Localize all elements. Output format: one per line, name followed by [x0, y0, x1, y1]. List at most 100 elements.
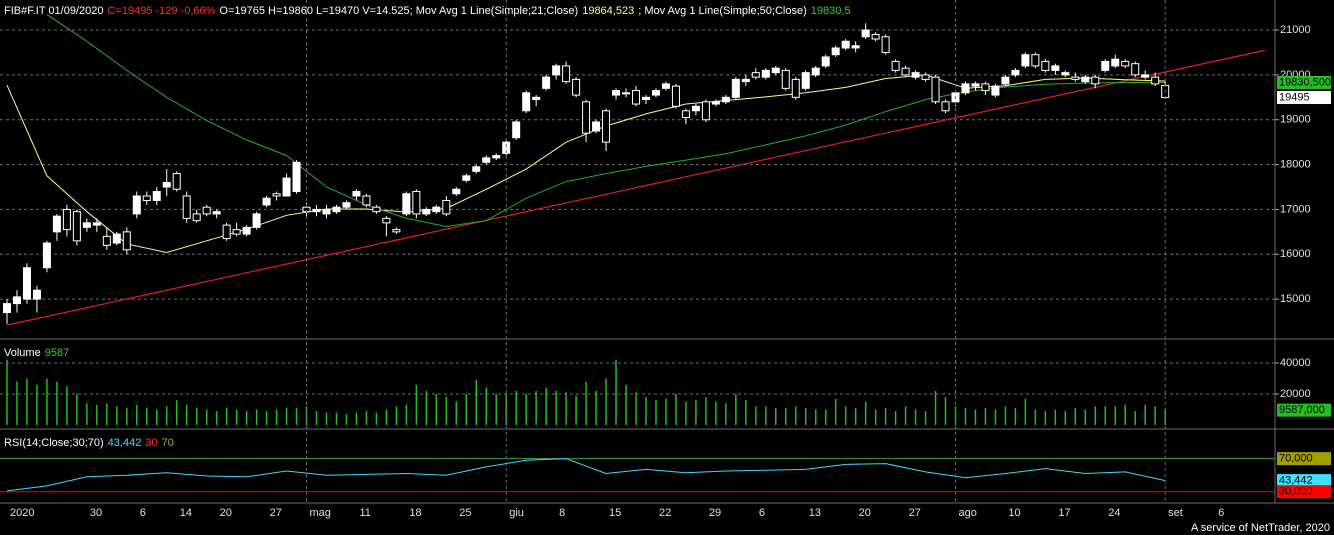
- candle-body: [971, 83, 980, 87]
- volume-bar: [785, 407, 787, 425]
- last-value-box: [1277, 452, 1331, 466]
- candle-body: [1091, 76, 1100, 85]
- volume-bar: [1024, 398, 1027, 425]
- x-tick-label: 27: [909, 507, 921, 519]
- panel-header: FIB#F.IT 01/09/2020 C=19495 -129 -0,66% O=…: [4, 5, 851, 17]
- candle-body: [751, 72, 760, 78]
- candle-body: [1031, 54, 1040, 67]
- volume-bar: [405, 404, 408, 425]
- volume-bar: [425, 390, 428, 425]
- footer: A service of NetTrader, 2020: [1191, 522, 1330, 534]
- candle-body: [222, 224, 231, 240]
- volume-bar: [685, 401, 687, 425]
- volume-bar: [765, 406, 767, 425]
- candle-body: [1011, 69, 1020, 76]
- volume-bar: [924, 411, 927, 425]
- y-tick-label: 21000: [1280, 24, 1311, 36]
- candle-body: [991, 85, 1000, 96]
- volume-bar: [26, 378, 28, 425]
- candle-body: [691, 105, 700, 112]
- candle-body: [492, 155, 501, 159]
- x-tick-label: ago: [959, 507, 977, 519]
- candle-body: [981, 83, 990, 92]
- candle-body: [1081, 76, 1090, 83]
- x-tick-label: giu: [509, 507, 524, 519]
- candle-body: [871, 34, 880, 40]
- x-tick-label: 14: [180, 507, 192, 519]
- candle-body: [122, 231, 131, 251]
- y-tick-label: 16000: [1280, 248, 1311, 260]
- candle-body: [612, 90, 621, 96]
- volume-bar: [1064, 411, 1067, 425]
- x-tick-label: 17: [1058, 507, 1070, 519]
- x-tick-label: 22: [659, 507, 671, 519]
- volume-bar: [555, 390, 557, 425]
- y-tick-label: 19000: [1280, 114, 1311, 126]
- volume-bar: [335, 412, 338, 425]
- volume-bar: [1134, 411, 1136, 425]
- candle-body: [582, 101, 591, 134]
- candle-body: [282, 177, 291, 197]
- volume-bar: [255, 409, 258, 425]
- volume-bar: [904, 406, 907, 425]
- volume-bar: [695, 400, 697, 425]
- x-tick-label: 20: [859, 507, 871, 519]
- candle-body: [22, 267, 31, 300]
- header-text: ; Mov Avg 1 Line(Simple;50;Close): [638, 5, 807, 17]
- volume-bar: [994, 409, 997, 425]
- volume-bar: [974, 409, 977, 425]
- candle-body: [821, 56, 830, 67]
- candle-body: [2, 303, 11, 314]
- candle-body: [472, 166, 481, 172]
- volume-bar: [894, 411, 897, 425]
- panel: [0, 458, 1275, 493]
- candle-body: [242, 226, 251, 235]
- volume-bar: [1104, 406, 1107, 425]
- x-tick-label: 29: [709, 507, 721, 519]
- x-tick-label: 13: [809, 507, 821, 519]
- volume-bar: [175, 400, 178, 425]
- volume-bar: [415, 384, 418, 425]
- candle-body: [602, 110, 611, 143]
- candle-body: [741, 78, 750, 83]
- candle-body: [761, 69, 770, 78]
- trend-line: [6, 49, 1266, 326]
- candle-body: [232, 229, 241, 235]
- candle-body: [72, 211, 81, 242]
- candle-body: [1151, 76, 1160, 85]
- panel-header: RSI(14;Close;30;70) 43,442 30 70: [4, 437, 174, 449]
- candle-body: [1131, 63, 1140, 76]
- volume-bar: [495, 393, 497, 425]
- volume-bar: [715, 401, 717, 425]
- candle-body: [1101, 60, 1110, 71]
- candle-body: [92, 222, 101, 226]
- candle-body: [1071, 76, 1080, 80]
- last-value-box: [1277, 474, 1331, 488]
- candle-body: [132, 195, 141, 215]
- header-text: 19830,5: [811, 5, 851, 17]
- volume-bar: [245, 411, 248, 425]
- volume-bar: [435, 393, 438, 425]
- candle-body: [182, 195, 191, 219]
- candle-body: [392, 229, 401, 233]
- candle-body: [632, 90, 641, 105]
- volume-bar: [355, 412, 358, 425]
- volume-bar: [1094, 406, 1097, 425]
- volume-bar: [165, 406, 168, 425]
- volume-bar: [804, 407, 807, 425]
- x-tick-label: set: [1168, 507, 1183, 519]
- candle-body: [1111, 58, 1120, 67]
- volume-bar: [1074, 407, 1077, 425]
- candle-body: [881, 36, 890, 53]
- x-tick-label: 10: [1008, 507, 1020, 519]
- volume-bar: [814, 409, 817, 425]
- volume-bar: [1004, 406, 1007, 425]
- candle-body: [252, 213, 261, 228]
- x-tick-label: 25: [459, 507, 471, 519]
- volume-bar: [1044, 411, 1047, 425]
- volume-bar: [725, 403, 727, 425]
- volume-bar: [116, 406, 118, 425]
- candle-body: [402, 193, 411, 215]
- volume-bar: [385, 409, 388, 425]
- volume-bar: [1154, 406, 1156, 425]
